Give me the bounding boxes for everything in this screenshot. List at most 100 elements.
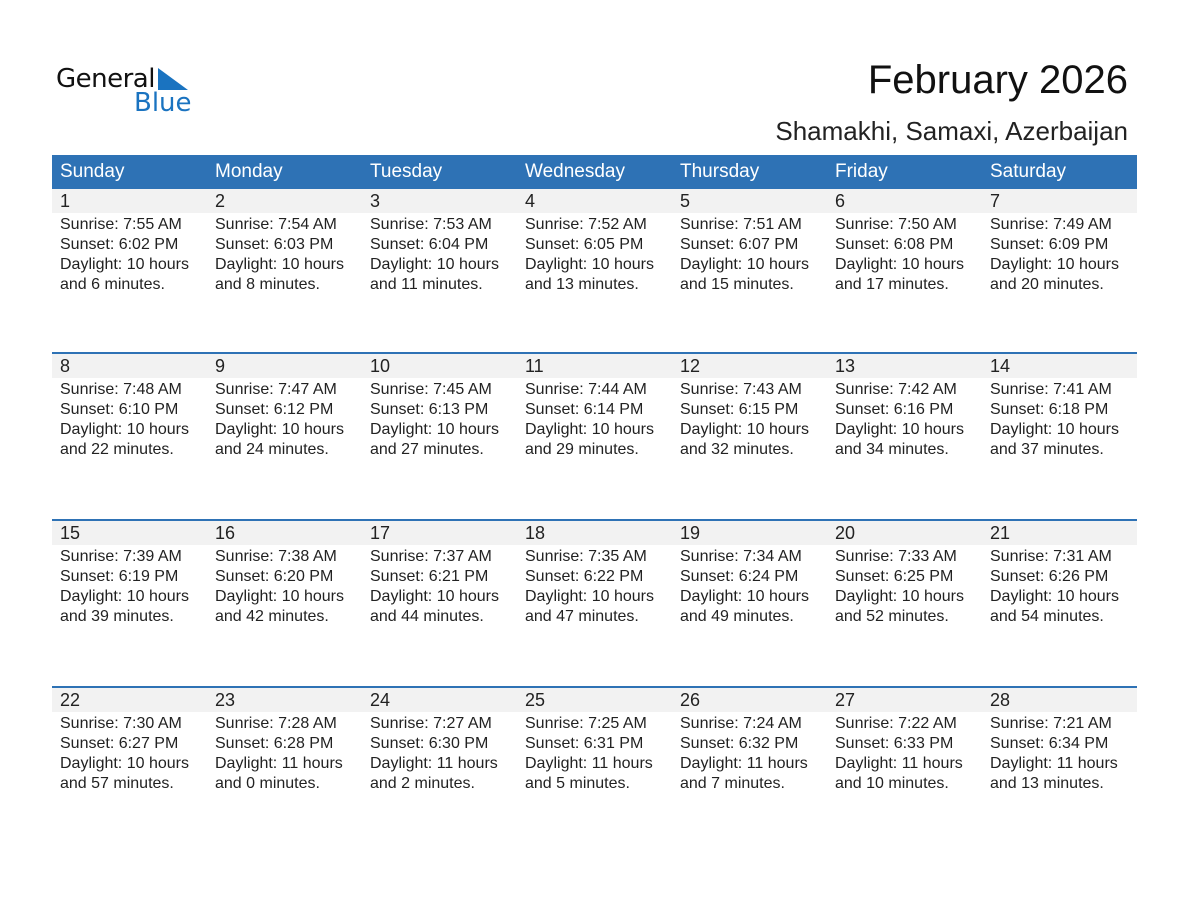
daylight-text: Daylight: 10 hours: [835, 256, 964, 273]
sunset-text: Sunset: 6:28 PM: [215, 735, 334, 752]
sunset-text: Sunset: 6:07 PM: [680, 236, 799, 253]
minutes-text: and 34 minutes.: [835, 441, 949, 458]
location-subtitle: Shamakhi, Samaxi, Azerbaijan: [775, 116, 1128, 146]
sunset-text: Sunset: 6:30 PM: [370, 735, 489, 752]
minutes-text: and 15 minutes.: [680, 276, 794, 293]
day-cell: Sunrise: 7:41 AM Sunset: 6:18 PM Daylight:…: [982, 378, 1137, 460]
sunset-text: Sunset: 6:22 PM: [525, 568, 644, 585]
day-cell: Sunrise: 7:30 AM Sunset: 6:27 PM Daylight:…: [52, 712, 207, 794]
daylight-text: Daylight: 11 hours: [680, 755, 808, 772]
daylight-text: Daylight: 10 hours: [525, 421, 654, 438]
sunrise-text: Sunrise: 7:21 AM: [990, 715, 1112, 732]
sunset-text: Sunset: 6:05 PM: [525, 236, 644, 253]
sunrise-text: Sunrise: 7:34 AM: [680, 548, 802, 565]
weekday-tuesday: Tuesday: [370, 161, 443, 182]
sunrise-text: Sunrise: 7:33 AM: [835, 548, 957, 565]
day-number: 22: [60, 690, 81, 710]
week-row: 22 23 24 25 26 27 28 Sunrise: 7:30 AM Sunset: 6:…: [52, 686, 1137, 853]
sunset-text: Sunset: 6:25 PM: [835, 568, 954, 585]
daylight-text: Daylight: 11 hours: [835, 755, 963, 772]
minutes-text: and 49 minutes.: [680, 608, 794, 625]
calendar-grid: Sunday Monday Tuesday Wednesday Thursday Frid…: [52, 155, 1137, 853]
day-cell: Sunrise: 7:22 AM Sunset: 6:33 PM Daylight:…: [827, 712, 982, 794]
sunset-text: Sunset: 6:04 PM: [370, 236, 489, 253]
day-number: 27: [835, 690, 856, 710]
day-number-row: 1 2 3 4 5 6 7: [52, 189, 1137, 213]
sunset-text: Sunset: 6:32 PM: [680, 735, 799, 752]
weekday-friday: Friday: [835, 161, 888, 182]
sunset-text: Sunset: 6:13 PM: [370, 401, 489, 418]
day-cell: Sunrise: 7:33 AM Sunset: 6:25 PM Daylight:…: [827, 545, 982, 627]
day-number: 6: [835, 191, 846, 211]
day-cell: Sunrise: 7:38 AM Sunset: 6:20 PM Daylight:…: [207, 545, 362, 627]
day-number: 19: [680, 523, 701, 543]
daylight-text: Daylight: 10 hours: [680, 588, 809, 605]
minutes-text: and 29 minutes.: [525, 441, 639, 458]
day-number: 28: [990, 690, 1011, 710]
sunset-text: Sunset: 6:21 PM: [370, 568, 489, 585]
day-cell: Sunrise: 7:44 AM Sunset: 6:14 PM Daylight:…: [517, 378, 672, 460]
sunset-text: Sunset: 6:15 PM: [680, 401, 799, 418]
minutes-text: and 11 minutes.: [370, 276, 483, 293]
sunrise-text: Sunrise: 7:53 AM: [370, 216, 492, 233]
minutes-text: and 54 minutes.: [990, 608, 1104, 625]
sunrise-text: Sunrise: 7:37 AM: [370, 548, 492, 565]
sunset-text: Sunset: 6:20 PM: [215, 568, 334, 585]
daylight-text: Daylight: 10 hours: [370, 588, 499, 605]
day-number: 7: [990, 191, 1001, 211]
weekday-wednesday: Wednesday: [525, 161, 625, 182]
sunset-text: Sunset: 6:18 PM: [990, 401, 1109, 418]
day-cell: Sunrise: 7:37 AM Sunset: 6:21 PM Daylight:…: [362, 545, 517, 627]
sunset-text: Sunset: 6:09 PM: [990, 236, 1109, 253]
sunrise-text: Sunrise: 7:24 AM: [680, 715, 802, 732]
day-number: 26: [680, 690, 701, 710]
sunrise-text: Sunrise: 7:27 AM: [370, 715, 492, 732]
minutes-text: and 17 minutes.: [835, 276, 949, 293]
sunrise-text: Sunrise: 7:35 AM: [525, 548, 647, 565]
sunrise-text: Sunrise: 7:45 AM: [370, 381, 492, 398]
daylight-text: Daylight: 10 hours: [215, 256, 344, 273]
daylight-text: Daylight: 10 hours: [60, 588, 189, 605]
logo-triangle-icon: [158, 68, 188, 90]
sunset-text: Sunset: 6:34 PM: [990, 735, 1109, 752]
day-cell: Sunrise: 7:42 AM Sunset: 6:16 PM Daylight:…: [827, 378, 982, 460]
minutes-text: and 10 minutes.: [835, 775, 949, 792]
day-number: 24: [370, 690, 391, 710]
day-cell: Sunrise: 7:51 AM Sunset: 6:07 PM Daylight:…: [672, 213, 827, 295]
weekday-header: Sunday Monday Tuesday Wednesday Thursday Frid…: [52, 155, 1137, 189]
sunrise-text: Sunrise: 7:50 AM: [835, 216, 957, 233]
sunset-text: Sunset: 6:31 PM: [525, 735, 644, 752]
week-row: 1 2 3 4 5 6 7 Sunrise: 7:55 AM Sunset: 6:02 PM Da…: [52, 189, 1137, 352]
minutes-text: and 13 minutes.: [525, 276, 639, 293]
daylight-text: Daylight: 10 hours: [60, 755, 189, 772]
sunset-text: Sunset: 6:27 PM: [60, 735, 179, 752]
day-cell: Sunrise: 7:54 AM Sunset: 6:03 PM Daylight:…: [207, 213, 362, 295]
day-number: 15: [60, 523, 81, 543]
day-cell: Sunrise: 7:39 AM Sunset: 6:19 PM Daylight:…: [52, 545, 207, 627]
minutes-text: and 8 minutes.: [215, 276, 320, 293]
sunrise-text: Sunrise: 7:43 AM: [680, 381, 802, 398]
sunrise-text: Sunrise: 7:30 AM: [60, 715, 182, 732]
daylight-text: Daylight: 10 hours: [990, 256, 1119, 273]
day-number: 10: [370, 356, 391, 376]
daylight-text: Daylight: 11 hours: [215, 755, 343, 772]
day-info-row: Sunrise: 7:48 AM Sunset: 6:10 PM Daylight:…: [52, 378, 1137, 460]
day-number: 4: [525, 191, 536, 211]
minutes-text: and 47 minutes.: [525, 608, 639, 625]
day-cell: Sunrise: 7:43 AM Sunset: 6:15 PM Daylight:…: [672, 378, 827, 460]
daylight-text: Daylight: 11 hours: [370, 755, 498, 772]
day-number: 13: [835, 356, 856, 376]
day-info-row: Sunrise: 7:55 AM Sunset: 6:02 PM Daylight:…: [52, 213, 1137, 295]
sunset-text: Sunset: 6:19 PM: [60, 568, 179, 585]
page-title: February 2026: [867, 58, 1128, 102]
week-row: 15 16 17 18 19 20 21 Sunrise: 7:39 AM Sunset: 6:…: [52, 519, 1137, 686]
day-number: 12: [680, 356, 701, 376]
day-number-row: 22 23 24 25 26 27 28: [52, 688, 1137, 712]
day-cell: Sunrise: 7:35 AM Sunset: 6:22 PM Daylight:…: [517, 545, 672, 627]
day-number: 9: [215, 356, 226, 376]
minutes-text: and 22 minutes.: [60, 441, 174, 458]
minutes-text: and 5 minutes.: [525, 775, 630, 792]
day-cell: Sunrise: 7:45 AM Sunset: 6:13 PM Daylight:…: [362, 378, 517, 460]
minutes-text: and 39 minutes.: [60, 608, 174, 625]
day-info-row: Sunrise: 7:39 AM Sunset: 6:19 PM Daylight:…: [52, 545, 1137, 627]
